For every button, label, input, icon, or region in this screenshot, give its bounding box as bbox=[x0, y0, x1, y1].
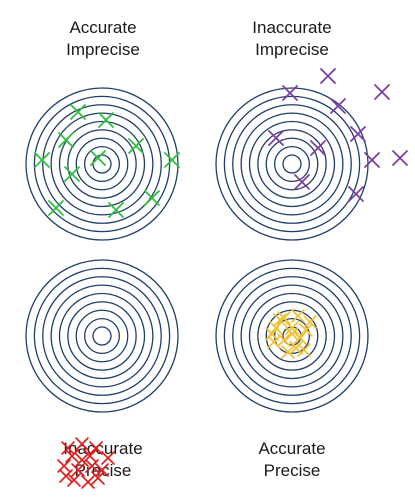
target-ring bbox=[240, 284, 344, 388]
x-marker-icon bbox=[75, 453, 89, 467]
target-ring bbox=[282, 154, 302, 174]
target-ring bbox=[215, 87, 369, 241]
target-ring bbox=[67, 301, 137, 371]
x-marker-icon bbox=[71, 463, 85, 477]
target-ring bbox=[25, 259, 179, 413]
x-marker-icon bbox=[34, 152, 50, 168]
target-ring bbox=[232, 104, 352, 224]
x-marker-icon bbox=[268, 130, 284, 146]
target-ring bbox=[83, 145, 121, 183]
x-marker-icon bbox=[90, 150, 106, 166]
x-marker-icon bbox=[91, 471, 105, 485]
target-ring bbox=[67, 129, 137, 199]
target-ring bbox=[257, 129, 327, 199]
x-marker-icon bbox=[128, 138, 144, 154]
target-ring bbox=[248, 120, 336, 208]
x-marker-icon bbox=[310, 140, 326, 156]
label-line2: Imprecise bbox=[255, 40, 329, 59]
target-ring bbox=[83, 317, 121, 355]
x-marker-icon bbox=[101, 451, 115, 465]
x-marker-icon bbox=[269, 321, 283, 335]
x-marker-icon bbox=[59, 469, 73, 483]
x-marker-icon bbox=[281, 345, 295, 359]
label-line2: Precise bbox=[263, 461, 321, 480]
target-ring bbox=[248, 292, 336, 380]
target-ring bbox=[223, 267, 361, 405]
panel-label-top-right: Inaccurate Imprecise bbox=[212, 17, 372, 61]
x-marker-icon bbox=[48, 200, 64, 216]
panel-label-bottom-right: Accurate Precise bbox=[212, 438, 372, 482]
label-line1: Accurate bbox=[258, 439, 326, 458]
target-ring bbox=[58, 120, 146, 208]
x-marker-icon bbox=[81, 475, 95, 489]
x-marker-icon bbox=[294, 174, 310, 190]
target-bottom-right bbox=[215, 259, 369, 413]
target-ring bbox=[223, 95, 361, 233]
x-marker-icon bbox=[320, 68, 336, 84]
x-marker-icon bbox=[285, 327, 299, 341]
x-marker-icon bbox=[350, 126, 366, 142]
x-marker-icon bbox=[364, 152, 380, 168]
x-marker-icon bbox=[64, 166, 80, 182]
x-marker-icon bbox=[282, 85, 298, 101]
target-ring bbox=[273, 145, 311, 183]
x-marker-icon bbox=[293, 331, 307, 345]
target-ring bbox=[25, 87, 179, 241]
x-marker-icon bbox=[85, 459, 99, 473]
target-top-left bbox=[25, 87, 179, 241]
target-ring bbox=[215, 259, 369, 413]
x-marker-icon bbox=[144, 190, 160, 206]
x-marker-icon bbox=[95, 463, 109, 477]
x-marker-icon bbox=[65, 449, 79, 463]
target-ring bbox=[265, 137, 319, 191]
x-marker-icon bbox=[67, 473, 81, 487]
target-ring bbox=[58, 292, 146, 380]
x-marker-icon bbox=[108, 202, 124, 218]
target-bottom-left bbox=[25, 259, 179, 413]
x-marker-icon bbox=[98, 112, 114, 128]
target-top-right bbox=[215, 87, 369, 241]
target-ring bbox=[33, 95, 171, 233]
label-line1: Inaccurate bbox=[252, 18, 332, 37]
x-marker-icon bbox=[75, 437, 89, 451]
target-ring bbox=[50, 112, 154, 216]
x-marker-icon bbox=[58, 132, 74, 148]
x-marker-icon bbox=[392, 150, 408, 166]
x-marker-icon bbox=[61, 441, 75, 455]
x-marker-icon bbox=[303, 315, 317, 329]
target-ring bbox=[232, 276, 352, 396]
target-ring bbox=[92, 154, 112, 174]
target-ring bbox=[42, 104, 162, 224]
x-marker-icon bbox=[265, 327, 279, 341]
x-marker-icon bbox=[89, 441, 103, 455]
target-ring bbox=[75, 309, 129, 363]
x-marker-icon bbox=[164, 152, 180, 168]
target-ring bbox=[240, 112, 344, 216]
target-ring bbox=[75, 137, 129, 191]
label-line2: Imprecise bbox=[66, 40, 140, 59]
x-marker-icon bbox=[297, 343, 311, 357]
x-marker-icon bbox=[374, 84, 390, 100]
x-marker-icon bbox=[299, 323, 313, 337]
x-marker-icon bbox=[348, 186, 364, 202]
target-ring bbox=[257, 301, 327, 371]
x-marker-icon bbox=[267, 335, 281, 349]
target-ring bbox=[33, 267, 171, 405]
x-marker-icon bbox=[70, 104, 86, 120]
x-marker-icon bbox=[277, 311, 291, 325]
x-marker-icon bbox=[330, 98, 346, 114]
target-ring bbox=[92, 326, 112, 346]
target-ring bbox=[50, 284, 154, 388]
x-marker-icon bbox=[285, 321, 299, 335]
label-line1: Accurate bbox=[69, 18, 137, 37]
x-marker-icon bbox=[273, 313, 287, 327]
target-ring bbox=[42, 276, 162, 396]
x-marker-icon bbox=[291, 309, 305, 323]
panel-label-top-left: Accurate Imprecise bbox=[23, 17, 183, 61]
x-marker-icon bbox=[289, 341, 303, 355]
